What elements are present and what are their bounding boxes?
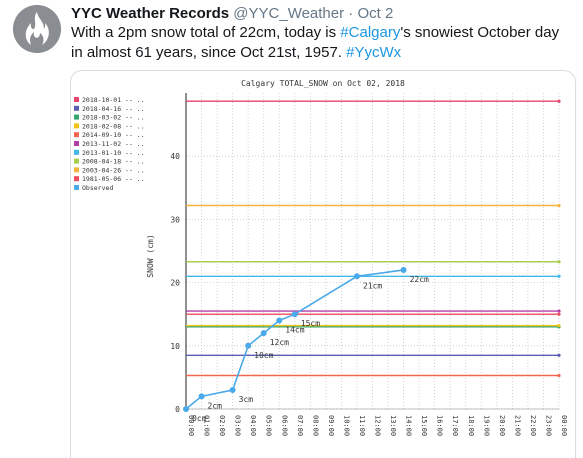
flame-logo-icon — [13, 5, 61, 53]
legend-swatch — [74, 149, 79, 155]
x-tick-label: 14:00 — [405, 415, 413, 436]
observed-point — [260, 330, 267, 337]
legend-swatch — [74, 158, 79, 164]
display-name[interactable]: YYC Weather Records — [71, 5, 230, 22]
tweet-text-part1: With a 2pm snow total of 22cm, today is — [71, 24, 341, 41]
x-tick-label: 15:00 — [420, 415, 428, 436]
x-tick-label: 18:00 — [467, 415, 475, 436]
x-tick-label: 09:00 — [327, 415, 335, 436]
legend-swatch — [74, 132, 79, 138]
legend-label: 2014-09-10 -- .. — [82, 131, 145, 139]
y-axis-label: SNOW (cm) — [146, 234, 155, 277]
tweet-header: YYC Weather Records @YYC_Weather · Oct 2 — [71, 4, 393, 24]
hashtag-calgary[interactable]: #Calgary — [340, 24, 401, 41]
legend-label: 2018-04-16 -- .. — [82, 105, 145, 113]
x-tick-label: 17:00 — [451, 415, 459, 436]
x-tick-label: 01:00 — [203, 415, 211, 436]
legend-label: 2003-04-26 -- .. — [82, 166, 145, 174]
data-label: 2cm — [208, 401, 223, 410]
reference-end-marker — [557, 260, 561, 264]
data-label: 14cm — [285, 326, 304, 335]
observed-point — [183, 406, 189, 412]
x-tick-label: 08:00 — [311, 415, 319, 436]
reference-end-marker — [557, 203, 561, 208]
legend-label: 2018-02-08 -- .. — [82, 122, 145, 130]
y-tick-label: 30 — [170, 215, 180, 224]
x-tick-label: 13:00 — [389, 415, 397, 436]
x-tick-label: 04:00 — [249, 415, 257, 436]
x-tick-label: 07:00 — [296, 415, 304, 436]
legend-swatch — [74, 114, 79, 120]
x-tick-label: 03:00 — [234, 415, 242, 436]
tweet-date[interactable]: Oct 2 — [357, 5, 394, 22]
legend-label: 2013-01-10 -- .. — [82, 149, 145, 157]
observed-point — [198, 393, 205, 400]
reference-end-marker — [557, 274, 561, 278]
x-tick-label: 11:00 — [358, 415, 366, 436]
snow-chart: Calgary TOTAL_SNOW on Oct 02, 2018 0 10 20 3… — [74, 79, 568, 436]
legend-swatch — [74, 97, 79, 102]
data-label: 22cm — [410, 275, 429, 284]
reference-end-marker — [557, 99, 561, 103]
x-tick-label: 19:00 — [482, 415, 490, 436]
data-label: 15cm — [301, 319, 320, 328]
legend-swatch — [74, 105, 79, 111]
separator-dot: · — [348, 5, 354, 22]
x-tick-label: 12:00 — [374, 415, 382, 436]
legend-label: Observed — [82, 184, 113, 192]
legend-label: 2018-03-02 -- .. — [82, 114, 145, 122]
data-label: 12cm — [270, 338, 289, 347]
observed-point — [276, 317, 283, 324]
reference-end-marker — [557, 312, 561, 316]
x-tick-label: 05:00 — [265, 415, 273, 436]
y-tick-label: 10 — [170, 342, 180, 351]
data-label: 21cm — [363, 281, 382, 290]
legend-swatch — [74, 167, 79, 173]
x-tick-label: 02:00 — [218, 415, 226, 436]
observed-point — [400, 266, 407, 273]
reference-end-marker — [557, 373, 561, 378]
y-tick-label: 40 — [170, 152, 180, 161]
tweet-text: With a 2pm snow total of 22cm, today is … — [71, 23, 571, 63]
x-tick-label: 16:00 — [436, 415, 444, 436]
observed-point — [353, 273, 360, 280]
x-tick-label: 00:00 — [187, 415, 195, 436]
legend-label: 2018-10-01 -- .. — [82, 96, 145, 104]
observed-point — [245, 342, 252, 349]
legend-label: 1981-05-06 -- .. — [82, 175, 145, 183]
reference-end-marker — [557, 353, 561, 357]
x-tick-label: 20:00 — [498, 415, 506, 436]
hashtag-yycwx[interactable]: #YycWx — [346, 44, 402, 61]
x-tick-label: 23:00 — [544, 415, 552, 436]
observed-point — [291, 311, 298, 318]
avatar[interactable] — [13, 5, 61, 53]
x-tick-label: 00:00 — [560, 415, 568, 436]
x-tick-label: 10:00 — [342, 415, 350, 436]
user-handle[interactable]: @YYC_Weather — [233, 5, 345, 22]
data-label: 0cm — [192, 414, 207, 423]
data-label: 3cm — [239, 395, 254, 404]
x-tick-label: 21:00 — [513, 415, 521, 436]
legend-swatch — [74, 176, 79, 182]
tweet-text-part2: 's snowiest October day in almost 61 yea… — [71, 24, 560, 61]
chart-image-card[interactable]: Calgary TOTAL_SNOW on Oct 02, 2018 0 10 20 3… — [70, 70, 576, 458]
legend-swatch — [74, 185, 79, 190]
data-label: 10cm — [254, 351, 273, 360]
observed-point — [229, 387, 236, 394]
legend-label: 2013-11-02 -- .. — [82, 140, 145, 148]
y-tick-label: 20 — [170, 279, 180, 288]
reference-end-marker — [557, 309, 561, 313]
chart-title: Calgary TOTAL_SNOW on Oct 02, 2018 — [241, 79, 405, 88]
legend-swatch — [74, 123, 79, 129]
x-tick-label: 22:00 — [529, 415, 537, 436]
y-tick-label: 0 — [175, 405, 180, 414]
reference-end-marker — [557, 323, 561, 328]
x-tick-label: 06:00 — [280, 415, 288, 436]
legend-swatch — [74, 141, 79, 146]
legend-label: 2008-04-18 -- .. — [82, 158, 145, 166]
